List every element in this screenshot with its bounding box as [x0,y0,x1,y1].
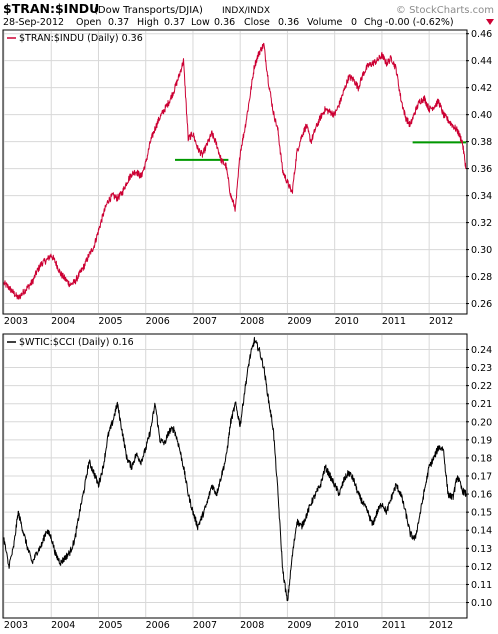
y-tick-label: 0.46 [471,29,492,40]
x-tick-label: 2005 [98,620,122,631]
chart-exchange: INDX/INDX [222,6,270,16]
high-value: 0.37 [164,17,185,28]
low-label: Low [191,17,210,28]
x-tick-label: 2009 [287,620,311,631]
open-value: 0.37 [108,17,129,28]
price-y-axis: 0.26 0.28 0.30 0.32 0.34 0.36 0.38 0.40 0.42 0.44… [466,29,492,310]
x-tick-label: 2009 [287,316,311,327]
y-tick-label: 0.36 [471,164,492,175]
x-tick-label: 2003 [4,620,28,631]
chg-value: -0.00 (-0.62%) [385,17,454,28]
price-grid [3,31,466,313]
y-tick-label: 0.32 [471,218,492,229]
close-label: Close [244,17,270,28]
y-tick-label: 0.23 [471,363,492,374]
y-tick-label: 0.18 [471,453,492,464]
close-value: 0.36 [278,17,299,28]
ratio-panel: 0.10 0.11 0.12 0.13 0.14 0.15 0.16 0.17 0.18 0.19… [2,333,492,631]
y-tick-label: 0.34 [471,191,492,202]
legend-ratio: $WTIC:$CCI (Daily) 0.16 [19,337,134,348]
price-series [3,42,467,300]
y-tick-label: 0.13 [471,544,492,555]
y-tick-label: 0.10 [471,598,492,609]
x-tick-label: 2004 [51,620,75,631]
x-tick-label: 2008 [240,620,264,631]
x-tick-label: 2005 [98,316,122,327]
price-support-lines [175,141,466,161]
volume-value: 0 [351,17,357,28]
y-tick-label: 0.28 [471,272,492,283]
price-panel: 0.26 0.28 0.30 0.32 0.34 0.36 0.38 0.40 0.42 0.44… [2,29,492,327]
x-tick-label: 2010 [335,316,359,327]
x-tick-label: 2006 [146,620,170,631]
y-tick-label: 0.38 [471,137,492,148]
ratio-series [3,336,467,602]
y-tick-label: 0.40 [471,110,492,121]
x-tick-label: 2010 [335,620,359,631]
high-label: High [137,17,159,28]
y-tick-label: 0.16 [471,490,492,501]
y-tick-label: 0.20 [471,417,492,428]
ratio-grid [3,335,466,617]
y-tick-label: 0.11 [471,580,492,591]
series-line [3,42,467,300]
ratio-x-axis: 2003 2004 2005 2006 2007 2008 2009 2010 2011 2012 [4,620,453,631]
x-tick-label: 2012 [429,620,453,631]
y-tick-label: 0.42 [471,83,492,94]
y-tick-label: 0.22 [471,381,492,392]
chg-label: Chg [364,17,383,28]
y-tick-label: 0.17 [471,472,492,483]
volume-label: Volume [307,17,342,28]
x-tick-label: 2012 [429,316,453,327]
x-tick-label: 2007 [193,316,217,327]
y-tick-label: 0.21 [471,399,492,410]
y-tick-label: 0.24 [471,345,492,356]
y-tick-label: 0.14 [471,526,492,537]
series-line [3,336,467,602]
chart-symbol: $TRAN:$INDU [3,1,99,16]
y-tick-label: 0.19 [471,435,492,446]
price-panel-frame [2,29,468,315]
x-tick-label: 2008 [240,316,264,327]
down-arrow-icon [486,19,494,25]
y-tick-label: 0.44 [471,56,492,67]
y-tick-label: 0.15 [471,508,492,519]
y-tick-label: 0.12 [471,562,492,573]
x-tick-label: 2006 [146,316,170,327]
y-tick-label: 0.30 [471,245,492,256]
x-tick-label: 2004 [51,316,75,327]
price-x-axis: 2003 2004 2005 2006 2007 2008 2009 2010 2011 2012 [4,316,453,327]
legend-price: $TRAN:$INDU (Daily) 0.36 [19,33,143,44]
y-tick-label: 0.26 [471,299,492,310]
brand-watermark: © StockCharts.com [396,5,494,16]
chart-description: (Dow Transports/DJIA) [94,5,203,16]
x-tick-label: 2003 [4,316,28,327]
x-tick-label: 2011 [382,620,406,631]
x-tick-label: 2007 [193,620,217,631]
ratio-y-axis: 0.10 0.11 0.12 0.13 0.14 0.15 0.16 0.17 0.18 0.19… [466,345,492,609]
x-tick-label: 2011 [382,316,406,327]
header-date: 28-Sep-2012 [3,17,64,28]
open-label: Open [76,17,101,28]
low-value: 0.36 [214,17,235,28]
